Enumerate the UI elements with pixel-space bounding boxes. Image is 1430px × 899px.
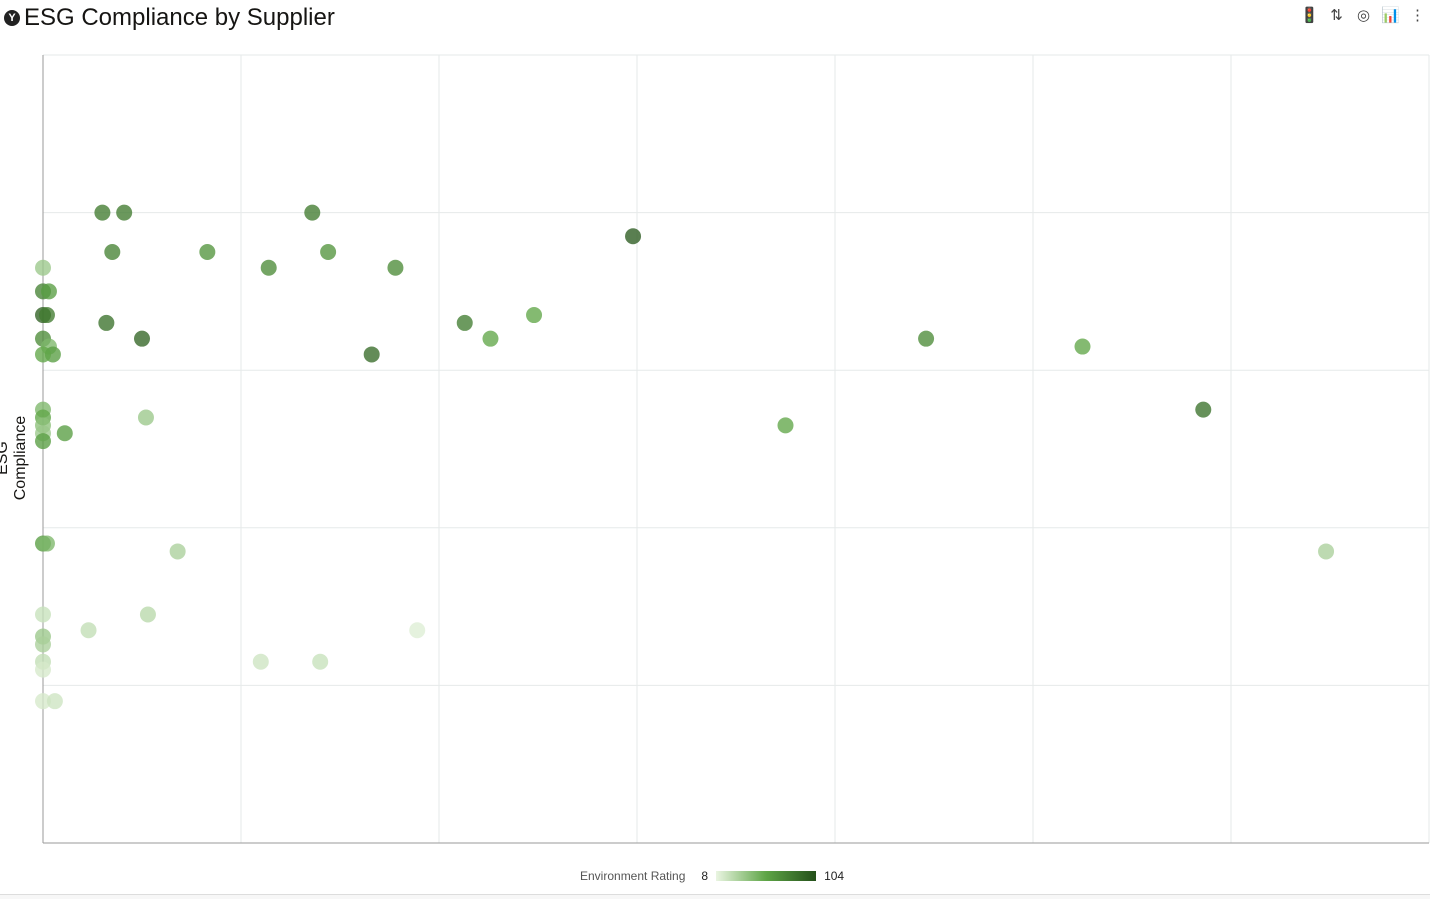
data-point: [252, 653, 269, 670]
data-point: [46, 693, 63, 710]
data-point: [35, 346, 51, 363]
data-point: [387, 259, 404, 276]
legend-label: Environment Rating: [580, 869, 686, 883]
legend-min: 8: [701, 869, 709, 883]
data-point: [320, 244, 337, 260]
data-point: [104, 244, 121, 260]
data-point: [38, 307, 55, 324]
data-point: [35, 661, 51, 678]
chart-title-bar: Y ESG Compliance by Supplier: [4, 4, 335, 32]
data-point: [116, 204, 133, 221]
data-point: [199, 244, 216, 260]
chart-title: ESG Compliance by Supplier: [24, 4, 335, 31]
target-icon[interactable]: ◎: [1356, 7, 1371, 24]
data-point: [35, 606, 51, 623]
data-point: [35, 259, 51, 276]
data-point: [409, 622, 426, 639]
data-point: [1318, 543, 1335, 560]
bottom-divider: [0, 894, 1430, 899]
legend-max: 104: [824, 869, 845, 883]
data-point: [456, 314, 473, 331]
data-point: [1195, 401, 1212, 418]
traffic-light-icon[interactable]: 🚦: [1300, 7, 1319, 24]
sort-icon[interactable]: ⇅: [1330, 7, 1343, 24]
data-point: [312, 653, 329, 670]
data-point: [40, 283, 57, 300]
chart-settings-icon[interactable]: 📊: [1381, 7, 1400, 24]
data-point: [35, 693, 51, 710]
data-point: [169, 543, 186, 560]
filter-icon[interactable]: Y: [4, 10, 20, 26]
data-point: [777, 417, 794, 434]
data-point: [134, 330, 150, 347]
data-point: [137, 409, 154, 426]
data-point: [38, 535, 55, 552]
data-point: [98, 314, 115, 331]
data-point: [35, 636, 51, 653]
data-point: [482, 330, 499, 347]
data-point: [918, 330, 935, 347]
legend-gradient: [716, 871, 817, 881]
data-point: [94, 204, 111, 221]
data-point: [139, 606, 156, 623]
y-axis-label: ESG Compliance: [0, 415, 29, 501]
data-point: [260, 259, 277, 276]
data-point: [625, 228, 642, 245]
chart-toolbar: 🚦 ⇅ ◎ 📊 ⋮: [1300, 5, 1426, 25]
data-point: [56, 425, 73, 442]
data-point: [80, 622, 97, 639]
data-point: [304, 204, 321, 221]
data-point: [1074, 338, 1091, 355]
data-point: [363, 346, 380, 363]
more-icon[interactable]: ⋮: [1410, 7, 1425, 24]
data-point: [526, 307, 543, 324]
data-point: [35, 433, 51, 450]
color-legend: Environment Rating 8 104: [580, 869, 844, 883]
